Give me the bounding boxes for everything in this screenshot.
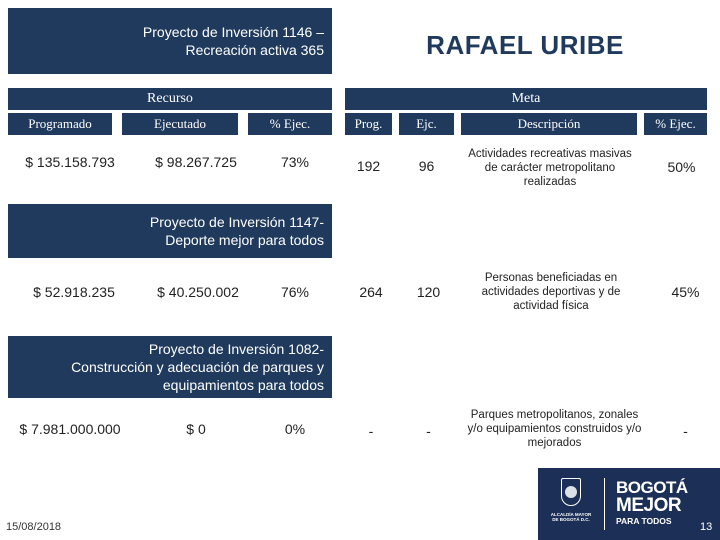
- row2-description: Personas beneficiadas en actividades dep…: [463, 268, 639, 316]
- alcaldia-mayor-text: ALCALDÍA MAYOR DE BOGOTÁ D.C.: [550, 512, 592, 522]
- row2-goal-pct-exec: 45%: [671, 284, 700, 300]
- project-1146-title: Proyecto de Inversión 1146 – Recreación …: [142, 24, 324, 58]
- footer-date: 15/08/2018: [6, 521, 62, 533]
- row1-programmed: $ 135.158.793: [25, 154, 115, 170]
- row1-executed: $ 98.267.725: [155, 154, 237, 170]
- row2-programmed: $ 52.918.235: [33, 284, 115, 300]
- col-ejc: Ejc.: [399, 113, 454, 135]
- row1-pct-exec: 73%: [280, 154, 310, 170]
- row1-description-line: realizadas: [523, 176, 577, 188]
- project-1147-title: Proyecto de Inversión 1147- Deporte mejo…: [149, 214, 324, 248]
- eagle-icon: [565, 486, 577, 498]
- project-1147-title-box: Proyecto de Inversión 1147- Deporte mejo…: [8, 204, 332, 258]
- row2-executed: $ 40.250.002: [157, 284, 239, 300]
- logo-divider: [604, 478, 605, 530]
- row3-description: Parques metropolitanos, zonales y/o equi…: [452, 405, 657, 453]
- row2-pct-exec: 76%: [280, 284, 310, 300]
- col-programmed: Programado: [8, 113, 112, 135]
- row2-description-line: Personas beneficiadas en: [484, 272, 618, 284]
- goal-section-header: Meta: [345, 88, 707, 110]
- bogota-wordmark-line1: BOGOTÁ: [616, 478, 688, 497]
- page-number: 13: [700, 521, 713, 533]
- row3-prog: -: [368, 423, 374, 439]
- resource-section-header: Recurso: [8, 88, 332, 110]
- row2-ejc: 120: [416, 284, 441, 300]
- project-1146-title-box: Proyecto de Inversión 1146 – Recreación …: [8, 8, 332, 74]
- row1-prog: 192: [356, 158, 381, 174]
- row3-description-line: Parques metropolitanos, zonales: [470, 409, 639, 421]
- row3-description-line: y/o equipamientos construidos y/o: [467, 423, 642, 435]
- row3-executed: $ 0: [186, 421, 206, 437]
- row2-description-line: actividades deportivas y de: [481, 286, 621, 298]
- shield-icon: [561, 478, 581, 506]
- project-1082-title: Proyecto de Inversión 1082- Construcción…: [71, 341, 324, 393]
- bogota-wordmark-line3: PARA TODOS: [616, 516, 672, 526]
- row2-description-line: actividad física: [513, 300, 589, 312]
- project-1082-title-box: Proyecto de Inversión 1082- Construcción…: [8, 336, 332, 398]
- col-goal-pct-exec: % Ejec.: [644, 113, 707, 135]
- bogota-logo: ALCALDÍA MAYOR DE BOGOTÁ D.C. BOGOTÁ MEJ…: [538, 468, 720, 540]
- col-pct-exec: % Ejec.: [248, 113, 332, 135]
- col-prog: Prog.: [345, 113, 392, 135]
- row1-ejc: 96: [418, 158, 435, 174]
- row3-pct-exec: 0%: [284, 421, 306, 437]
- col-description: Descripción: [461, 113, 637, 135]
- row1-description-line: de carácter metropolitano: [484, 162, 616, 174]
- col-executed: Ejecutado: [122, 113, 238, 135]
- alcaldia-mayor-emblem: ALCALDÍA MAYOR DE BOGOTÁ D.C.: [546, 476, 596, 532]
- row3-description-line: mejorados: [527, 437, 582, 449]
- row3-programmed: $ 7.981.000.000: [19, 421, 121, 437]
- bogota-wordmark-line2: MEJOR: [616, 495, 682, 516]
- row2-prog: 264: [359, 284, 383, 300]
- row1-goal-pct-exec: 50%: [667, 159, 696, 175]
- row1-description: Actividades recreativas masivas de carác…: [455, 144, 645, 192]
- locality-title: RAFAEL URIBE: [426, 29, 624, 60]
- row1-description-line: Actividades recreativas masivas: [468, 148, 632, 160]
- row3-goal-pct-exec: -: [683, 423, 688, 439]
- row3-ejc: -: [426, 423, 431, 439]
